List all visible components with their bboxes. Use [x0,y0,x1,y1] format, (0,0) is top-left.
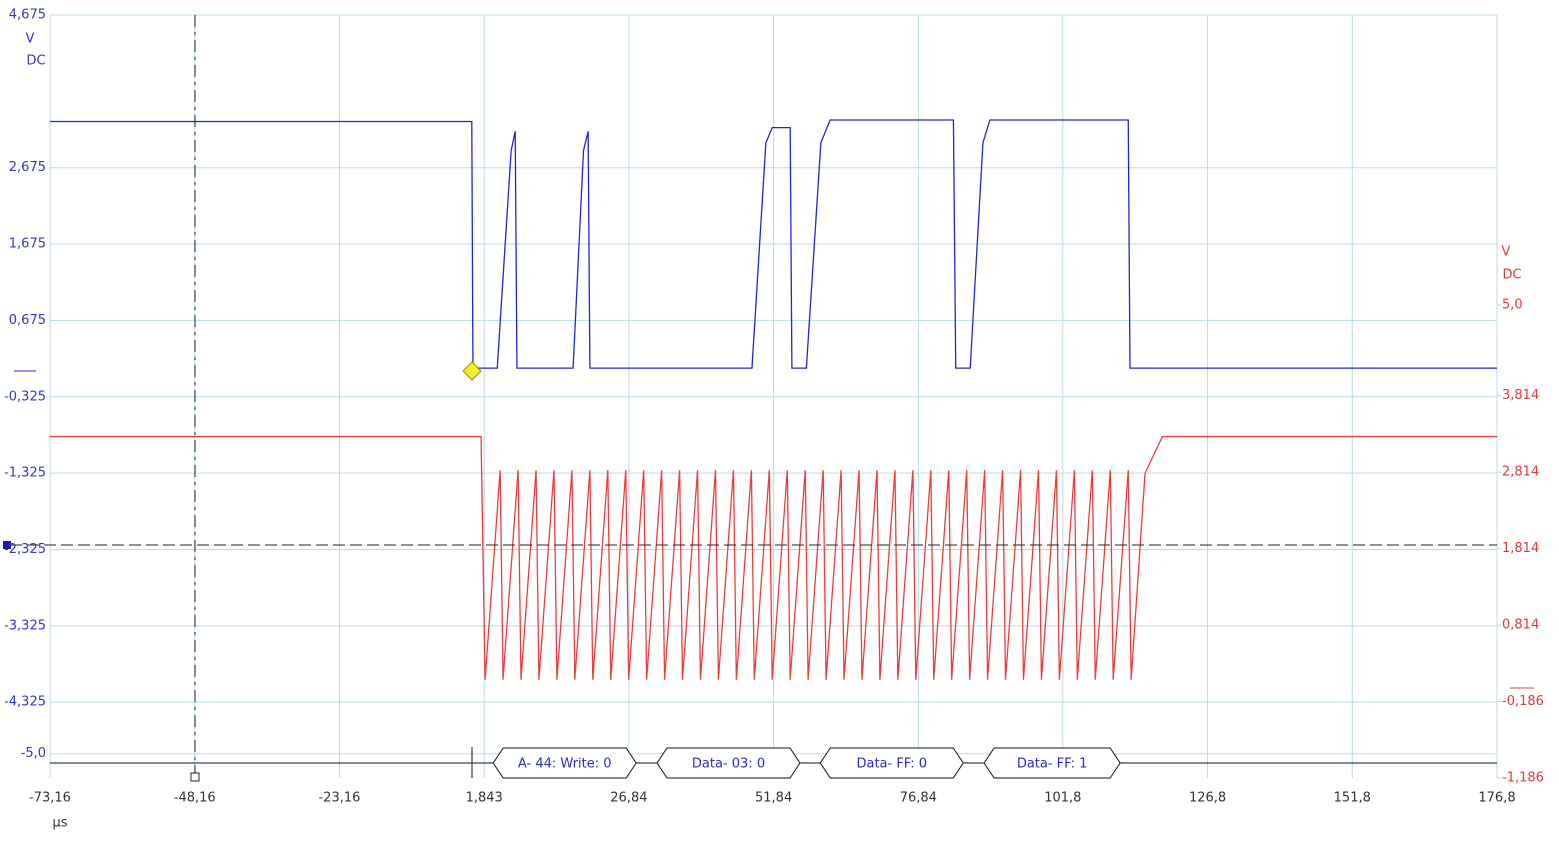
y2-tick-label: 3,814 [1502,388,1539,403]
x-unit: µs [52,816,67,831]
decoder-frame [983,747,1121,779]
x-tick-label: -48,16 [174,791,216,806]
decoder-label: Data- 03: 0 [692,757,765,772]
x-tick-label: 176,8 [1478,791,1515,806]
decoder-label: Data- FF: 0 [856,757,927,772]
y2-tick-label: -0,186 [1502,694,1544,709]
y-tick-label: 1,675 [9,237,46,252]
x-tick-label: 101,8 [1044,791,1081,806]
waveform [50,119,1497,369]
trigger-marker[interactable] [462,361,482,381]
y-unit: V [26,32,35,47]
y-coupling: DC [26,54,45,69]
y2-tick-label: 2,814 [1502,465,1539,480]
y-tick-label: -2,325 [4,542,46,557]
x-tick-label: -23,16 [318,791,360,806]
y2-coupling: DC [1502,268,1521,283]
y-tick-label: -4,325 [4,695,46,710]
x-tick-label: 26,84 [610,791,647,806]
cursor-handle[interactable] [190,772,200,782]
y2-tick-label: 0,814 [1502,618,1539,633]
plot [50,119,1497,680]
x-tick-label: 51,84 [755,791,792,806]
y-tick-label: -3,325 [4,618,46,633]
x-tick-label: 1,843 [466,791,503,806]
x-tick-label: 76,84 [900,791,937,806]
x-tick-label: 126,8 [1189,791,1226,806]
waveform [50,435,1497,680]
decoder-frame [656,747,801,779]
y-tick-label: -0,325 [4,389,46,404]
decoder-frame [819,747,964,779]
y2-tick-label: 5,0 [1502,298,1523,313]
level-handle[interactable] [3,541,11,549]
x-tick-label: 151,8 [1334,791,1371,806]
y-tick-label: 0,675 [9,313,46,328]
decoder-frame [492,747,637,779]
decoder-label: Data- FF: 1 [1017,757,1088,772]
y-tick-label: 4,675 [9,8,46,23]
y2-unit: V [1502,245,1511,260]
y-tick-label: -5,0 [21,746,46,761]
x-tick-label: -73,16 [29,791,71,806]
y-tick-label: 2,675 [9,160,46,175]
y-tick-label: -1,325 [4,466,46,481]
y2-tick-label: 1,814 [1502,541,1539,556]
y2-tick-label: -1,186 [1502,771,1544,786]
decoder-label: A- 44: Write: 0 [518,757,612,772]
grid [49,14,1501,779]
